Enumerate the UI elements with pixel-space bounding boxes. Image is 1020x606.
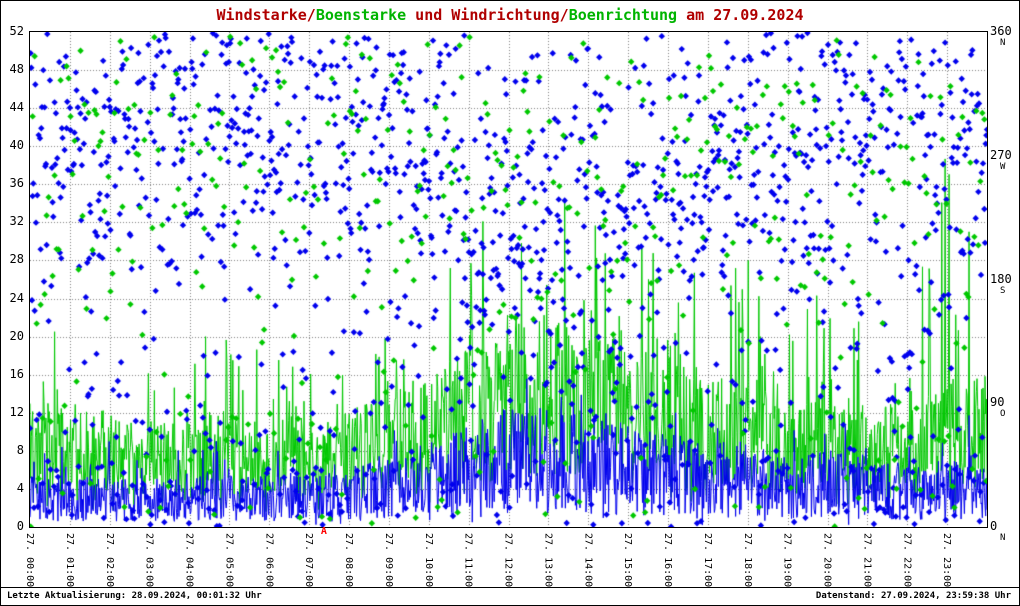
- footer-bar: Letzte Aktualisierung: 28.09.2024, 00:01…: [1, 587, 1019, 605]
- x-tick-label: 27. 23:00: [941, 533, 953, 588]
- annotation-marker: A: [320, 526, 327, 537]
- y-right-tick-label: 0: [990, 519, 998, 533]
- plot-area: [29, 31, 988, 528]
- y-right-tick-label: 270: [990, 147, 1012, 162]
- chart-canvas: [30, 32, 987, 527]
- compass-label: S: [1000, 285, 1006, 296]
- x-tick-label: 27. 07:00: [303, 533, 315, 588]
- x-tick-label: 27. 01:00: [63, 533, 75, 588]
- y-left-tick-label: 48: [9, 62, 24, 77]
- y-right-tick-label: 180: [990, 271, 1012, 286]
- chart-title: Windstarke/Boenstarke und Windrichtung/B…: [1, 6, 1019, 24]
- title-segment: Windstarke/: [216, 6, 316, 24]
- y-left-tick-label: 16: [9, 366, 24, 381]
- y-left-tick-label: 44: [9, 100, 24, 115]
- y-left-tick-label: 0: [16, 519, 24, 533]
- compass-label: N: [1000, 533, 1006, 543]
- y-left-tick-label: 4: [16, 480, 24, 495]
- x-tick-label: 27. 03:00: [143, 533, 155, 588]
- compass-label: W: [1000, 161, 1006, 172]
- x-tick-label: 27. 13:00: [542, 533, 554, 588]
- x-tick-label: 27. 17:00: [701, 533, 713, 588]
- y-left-tick-label: 24: [9, 290, 24, 305]
- last-update-text: Letzte Aktualisierung: 28.09.2024, 00:01…: [7, 591, 262, 601]
- x-tick-label: 27. 18:00: [741, 533, 753, 588]
- title-segment: Boenrichtung: [568, 6, 678, 24]
- x-tick-label: 27. 22:00: [901, 533, 913, 588]
- x-tick-label: 27. 19:00: [781, 533, 793, 588]
- y-left-tick-label: 32: [9, 214, 24, 229]
- x-tick-label: 27. 08:00: [343, 533, 354, 588]
- y-left-tick-label: 52: [9, 24, 24, 38]
- y-left-tick-label: 8: [16, 442, 24, 457]
- y-right-tick-label: 360: [990, 24, 1012, 38]
- y-left-tick-label: 28: [9, 252, 24, 267]
- y-left-tick-label: 20: [9, 328, 24, 343]
- x-tick-label: 27. 16:00: [662, 533, 673, 588]
- x-tick-label: 27. 11:00: [462, 533, 474, 588]
- title-segment: Boenstarke: [315, 6, 407, 24]
- x-tick-label: 27. 21:00: [861, 533, 873, 588]
- x-tick-label: 27. 20:00: [821, 533, 833, 588]
- x-tick-label: 27. 05:00: [223, 533, 235, 588]
- compass-label: N: [1000, 38, 1006, 48]
- x-tick-label: 27. 04:00: [183, 533, 195, 588]
- data-state-text: Datenstand: 27.09.2024, 23:59:38 Uhr: [815, 591, 1011, 601]
- compass-label: O: [1000, 409, 1006, 420]
- x-tick-label: 27. 02:00: [103, 533, 115, 588]
- x-tick-label: 27. 06:00: [263, 533, 275, 588]
- title-segment: am 27.09.2024: [677, 6, 804, 24]
- y-left-tick-label: 40: [9, 138, 24, 153]
- y-left-tick-label: 36: [9, 176, 24, 191]
- x-tick-label: 27. 15:00: [622, 533, 634, 588]
- y-right-tick-label: 90: [990, 395, 1005, 410]
- x-tick-label: 27. 10:00: [422, 533, 434, 588]
- x-tick-label: 27. 09:00: [382, 533, 394, 588]
- x-tick-label: 27. 00:00: [24, 533, 35, 588]
- x-axis-labels: 27. 00:00 27. 01:00 27. 02:00 27. 03:00 27. …: [24, 533, 987, 589]
- title-segment: und Windrichtung/: [406, 6, 569, 24]
- x-tick-label: 27. 12:00: [502, 533, 514, 588]
- x-tick-label: 27. 14:00: [582, 533, 594, 588]
- left-axis: 0 4 8 12 16 20 24 28 32 36 40 44 48 52: [2, 25, 26, 532]
- y-left-tick-label: 12: [9, 404, 24, 419]
- right-axis: 360 N 270 W 180 S 90 O 0 N: [990, 25, 1019, 543]
